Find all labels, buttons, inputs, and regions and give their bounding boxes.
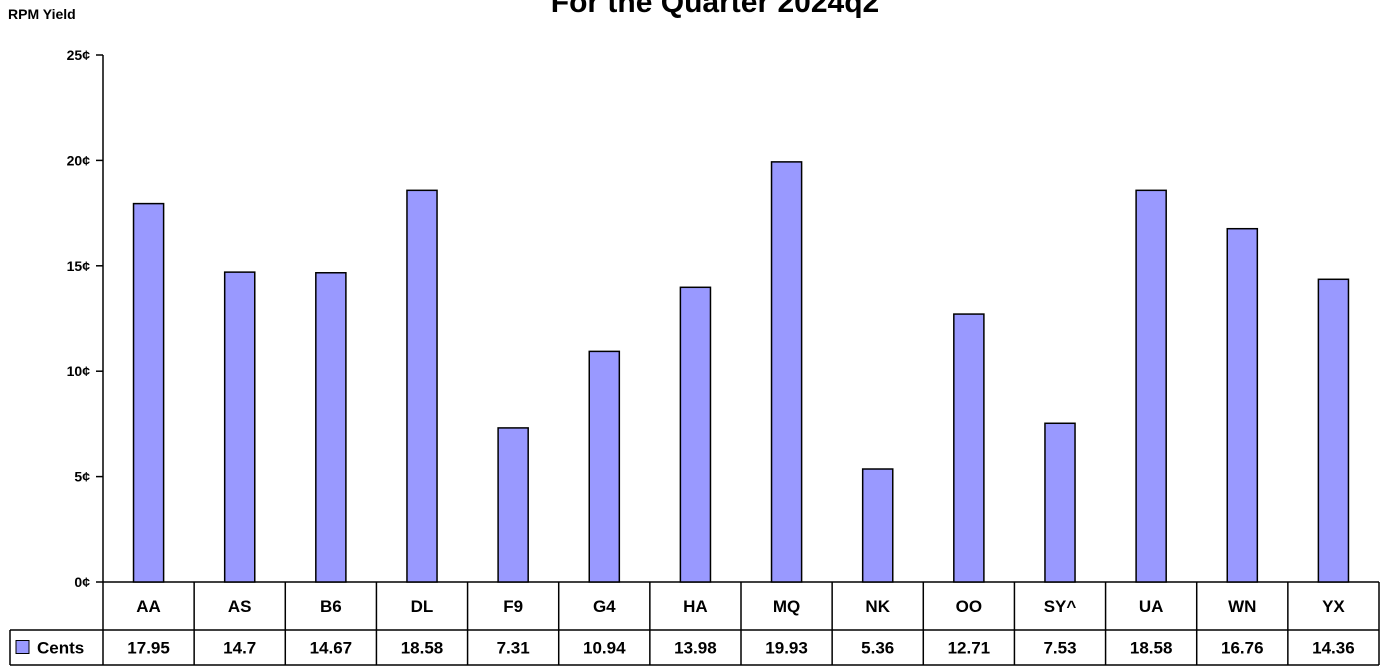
bar-as	[223, 271, 256, 583]
value-label: 14.67	[310, 639, 353, 658]
value-label: 18.58	[1130, 639, 1173, 658]
value-label: 19.93	[765, 639, 808, 658]
category-label: B6	[320, 597, 342, 616]
y-tick-label: 5¢	[74, 469, 90, 485]
value-label: 18.58	[401, 639, 444, 658]
bar-wn	[1226, 227, 1259, 583]
bars	[132, 161, 1350, 583]
category-label: F9	[503, 597, 523, 616]
y-axis-label: RPM Yield	[8, 6, 76, 22]
category-label: AS	[228, 597, 252, 616]
bar-f9	[497, 427, 529, 583]
bar-oo	[953, 313, 985, 583]
value-label: 14.7	[223, 639, 256, 658]
bar-aa	[132, 202, 165, 583]
y-tick-label: 15¢	[67, 258, 91, 274]
legend-swatch	[15, 640, 30, 654]
data-table: AA 17.95 AS 14.7 B6 14.67 DL 18.58 F9 7.31 G4 10.94…	[15, 597, 1355, 658]
value-label: 16.76	[1221, 639, 1264, 658]
category-label: AA	[136, 597, 161, 616]
category-label: SY^	[1044, 597, 1077, 616]
bar-g4	[588, 350, 621, 583]
category-label: NK	[865, 597, 890, 616]
value-label: 13.98	[674, 639, 717, 658]
value-label: 5.36	[861, 639, 894, 658]
value-label: 10.94	[583, 639, 626, 658]
bar-ha	[679, 286, 712, 583]
bar-mq	[770, 161, 803, 583]
category-label: YX	[1322, 597, 1345, 616]
value-label: 12.71	[948, 639, 991, 658]
bar-sy	[1044, 422, 1076, 583]
y-tick-label: 0¢	[74, 574, 90, 590]
legend-label: Cents	[37, 639, 84, 658]
y-tick-label: 20¢	[67, 152, 91, 168]
y-tick-label: 25¢	[67, 47, 91, 63]
bar-dl	[406, 189, 438, 583]
bar-ua	[1135, 189, 1167, 583]
bar-nk	[861, 468, 894, 583]
category-label: MQ	[773, 597, 800, 616]
category-label: HA	[683, 597, 708, 616]
category-label: OO	[956, 597, 982, 616]
bar-b6	[315, 272, 347, 583]
category-label: UA	[1139, 597, 1164, 616]
value-label: 17.95	[127, 639, 170, 658]
y-axis: 0¢ 5¢ 10¢ 15¢ 20¢ 25¢	[67, 47, 104, 590]
category-label: DL	[411, 597, 434, 616]
value-label: 7.31	[497, 639, 530, 658]
value-label: 14.36	[1312, 639, 1355, 658]
bar-yx	[1317, 278, 1350, 583]
y-tick-label: 10¢	[67, 363, 91, 379]
value-label: 7.53	[1043, 639, 1076, 658]
category-label: G4	[593, 597, 616, 616]
category-label: WN	[1228, 597, 1256, 616]
chart-title: For the Quarter 2024q2	[551, 0, 879, 19]
